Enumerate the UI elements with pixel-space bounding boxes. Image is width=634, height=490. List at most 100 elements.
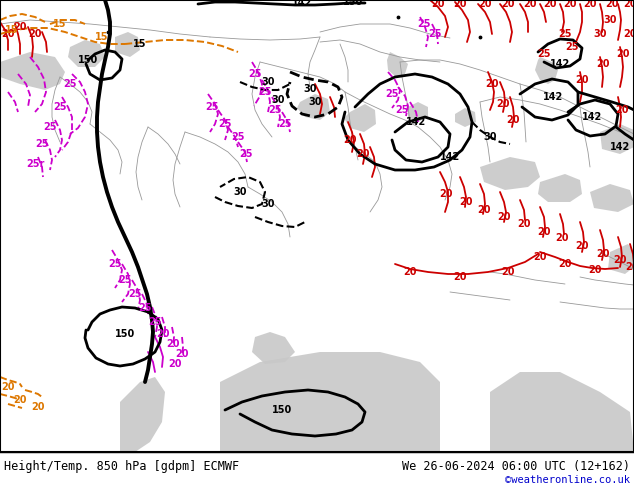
Text: 20: 20	[596, 249, 610, 259]
Text: 20: 20	[175, 349, 189, 359]
Text: 20: 20	[168, 359, 182, 369]
Text: 25: 25	[205, 102, 219, 112]
Polygon shape	[252, 332, 295, 364]
Text: 25: 25	[43, 122, 57, 132]
Text: 20: 20	[559, 259, 572, 269]
Text: 150: 150	[343, 0, 363, 7]
Text: 20: 20	[477, 205, 491, 215]
Text: 20: 20	[496, 99, 510, 109]
Polygon shape	[608, 244, 634, 274]
Text: 142: 142	[406, 117, 426, 127]
Text: 142: 142	[610, 142, 630, 152]
Text: 20: 20	[156, 329, 170, 339]
Text: 20: 20	[555, 233, 569, 243]
Text: 142: 142	[440, 152, 460, 162]
Text: 20: 20	[485, 79, 499, 89]
Polygon shape	[68, 40, 105, 67]
Polygon shape	[220, 352, 440, 452]
Polygon shape	[387, 52, 408, 77]
Text: 20: 20	[623, 0, 634, 9]
Text: 20: 20	[517, 219, 531, 229]
Text: 15: 15	[53, 19, 67, 29]
Text: 25: 25	[537, 49, 551, 59]
Polygon shape	[115, 32, 140, 57]
Text: 150: 150	[115, 329, 135, 339]
Text: 25: 25	[119, 275, 132, 285]
Text: 15: 15	[95, 32, 109, 42]
Polygon shape	[455, 108, 476, 127]
Text: 20: 20	[478, 0, 492, 9]
Text: We 26-06-2024 06:00 UTC (12+162): We 26-06-2024 06:00 UTC (12+162)	[402, 460, 630, 473]
Text: 20: 20	[615, 105, 629, 115]
Text: 20: 20	[166, 339, 180, 349]
Text: 20: 20	[583, 0, 597, 9]
Text: ©weatheronline.co.uk: ©weatheronline.co.uk	[505, 475, 630, 486]
Text: 20: 20	[403, 267, 417, 277]
Text: 20: 20	[537, 227, 551, 237]
Text: 20: 20	[605, 0, 619, 9]
Text: 25: 25	[249, 69, 262, 79]
Text: 25: 25	[395, 105, 409, 115]
Text: 25: 25	[278, 119, 292, 129]
Text: 20: 20	[501, 267, 515, 277]
Polygon shape	[600, 124, 634, 154]
Text: 142: 142	[543, 92, 563, 102]
Polygon shape	[0, 52, 65, 90]
Text: 142: 142	[582, 112, 602, 122]
Text: 20: 20	[497, 212, 511, 222]
Polygon shape	[297, 94, 330, 120]
Text: 20: 20	[343, 135, 357, 145]
Text: 20: 20	[507, 115, 520, 125]
Text: 20: 20	[613, 255, 627, 265]
Text: 20: 20	[356, 149, 370, 159]
Polygon shape	[480, 157, 540, 190]
Text: 25: 25	[231, 132, 245, 142]
Text: 20: 20	[1, 29, 15, 39]
Polygon shape	[408, 102, 428, 122]
Text: 20: 20	[596, 59, 610, 69]
Text: 150: 150	[272, 405, 292, 415]
Text: 25: 25	[417, 19, 430, 29]
Text: 15: 15	[133, 39, 146, 49]
Text: 20: 20	[523, 0, 537, 9]
Text: 30: 30	[271, 95, 285, 105]
Text: 142: 142	[550, 59, 570, 69]
Text: 20: 20	[563, 0, 577, 9]
Polygon shape	[538, 174, 582, 202]
Text: 25: 25	[138, 303, 152, 313]
Text: 25r: 25r	[26, 159, 44, 169]
Text: 20: 20	[431, 0, 444, 9]
Text: 25: 25	[108, 259, 122, 269]
Text: 25: 25	[148, 317, 162, 327]
Text: 20: 20	[575, 241, 589, 251]
Text: 25: 25	[53, 102, 67, 112]
Polygon shape	[535, 57, 558, 84]
Polygon shape	[590, 184, 634, 212]
Text: 20: 20	[453, 0, 467, 9]
Text: 30: 30	[261, 199, 275, 209]
Text: 20: 20	[459, 197, 473, 207]
Polygon shape	[120, 377, 165, 452]
Text: 20: 20	[13, 395, 27, 405]
Text: 25: 25	[559, 29, 572, 39]
Text: 25: 25	[566, 42, 579, 52]
Text: 20: 20	[623, 29, 634, 39]
Text: 25: 25	[218, 119, 232, 129]
Text: 20: 20	[625, 262, 634, 272]
Text: 20: 20	[575, 75, 589, 85]
Text: 30: 30	[308, 97, 321, 107]
Text: 25: 25	[128, 289, 142, 299]
Text: 30: 30	[593, 29, 607, 39]
Text: 20: 20	[588, 265, 602, 275]
Text: 30: 30	[483, 132, 497, 142]
Text: 20: 20	[1, 382, 15, 392]
Text: 150: 150	[78, 55, 98, 65]
Text: 20: 20	[29, 29, 42, 39]
Text: 20: 20	[501, 0, 515, 9]
Text: 30: 30	[603, 15, 617, 25]
Text: 30: 30	[261, 77, 275, 87]
Text: 30: 30	[233, 187, 247, 197]
Text: 30: 30	[303, 84, 317, 94]
Text: 25: 25	[385, 89, 399, 99]
Text: 20: 20	[13, 22, 27, 32]
